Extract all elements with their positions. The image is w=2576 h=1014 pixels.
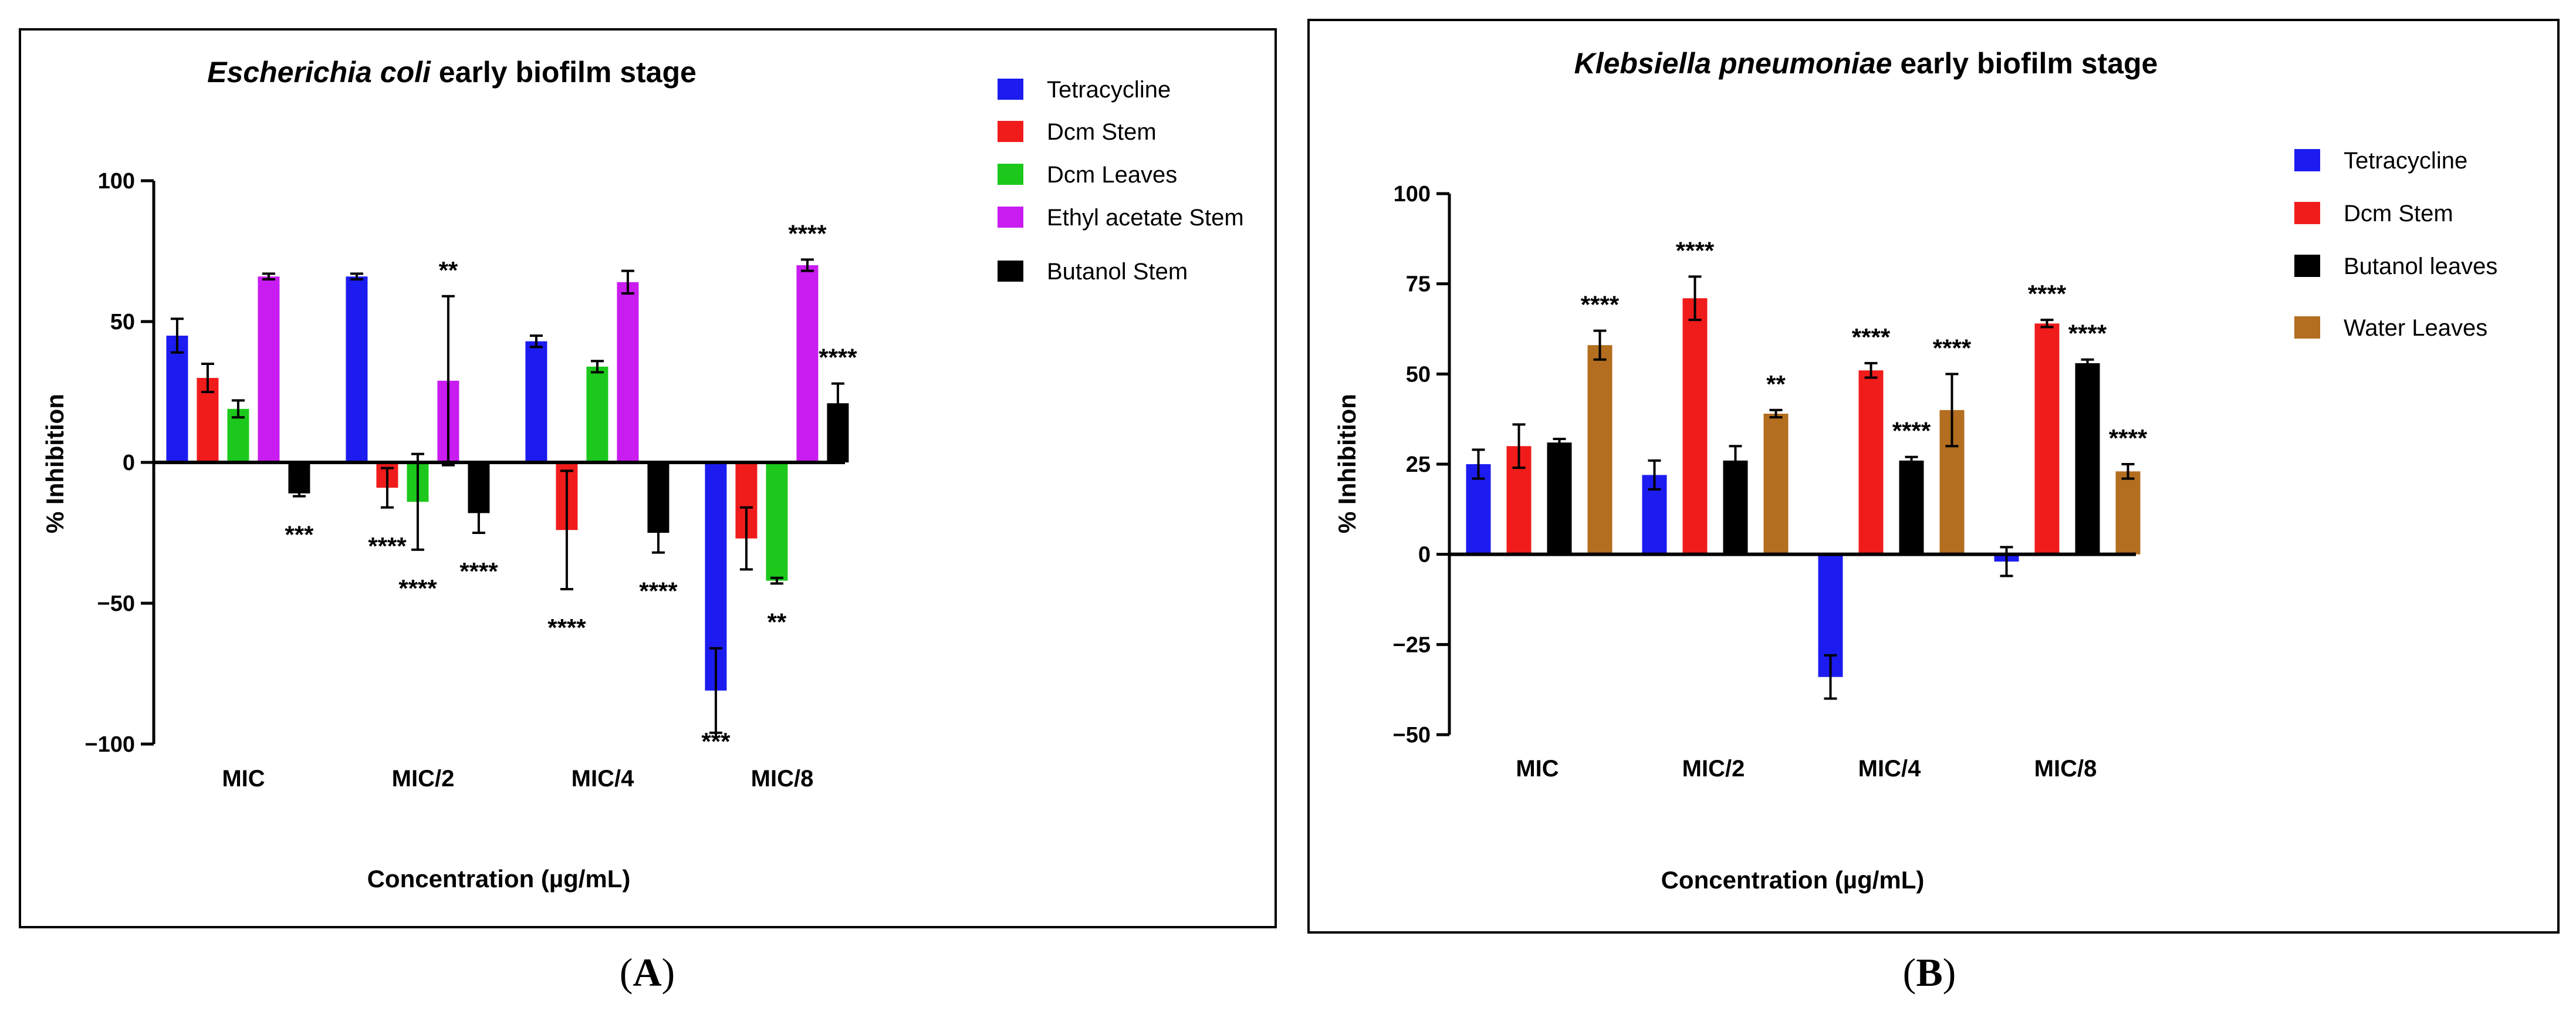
significance-label: ****	[788, 219, 827, 247]
title-rest: early biofilm stage	[1892, 47, 2158, 80]
legend-swatch	[998, 164, 1023, 185]
significance-label: ****	[639, 577, 678, 605]
legend-swatch	[2294, 149, 2320, 171]
bar	[2034, 323, 2060, 555]
significance-label: ****	[1676, 236, 1715, 264]
legend-swatch	[2294, 202, 2320, 224]
bar	[1547, 442, 1572, 555]
significance-label: ****	[547, 614, 586, 641]
chart-panel-b: Klebsiella pneumoniae early biofilm stag…	[1333, 47, 2497, 894]
significance-label: ****	[368, 532, 407, 560]
legend-label: Butanol Stem	[1047, 259, 1188, 285]
bar	[1682, 298, 1708, 555]
bar	[166, 336, 188, 462]
significance-label: ***	[285, 521, 314, 549]
legend-label: Butanol leaves	[2344, 254, 2497, 279]
x-category-label: MIC/8	[2034, 756, 2097, 782]
y-tick-label: 0	[123, 451, 135, 475]
significance-label: ****	[1933, 334, 1972, 361]
significance-label: ****	[2068, 320, 2107, 347]
significance-label: ****	[1581, 291, 1620, 319]
bar	[288, 462, 310, 494]
bar	[2075, 363, 2100, 555]
significance-label: ***	[701, 728, 731, 755]
x-category-label: MIC/2	[392, 766, 455, 792]
title-species: coli	[380, 56, 431, 89]
y-tick-label: 75	[1406, 272, 1431, 297]
legend-label: Water Leaves	[2344, 315, 2487, 341]
legend-swatch	[2294, 255, 2320, 277]
legend-label: Dcm Stem	[2344, 201, 2453, 227]
legend-swatch	[998, 79, 1023, 100]
significance-label: ****	[398, 574, 437, 602]
x-axis-title: Concentration (µg/mL)	[1661, 866, 1925, 894]
bar	[258, 276, 280, 462]
x-category-label: MIC	[1516, 756, 1559, 782]
bar	[796, 265, 819, 462]
y-tick-label: 25	[1406, 452, 1431, 477]
legend-label: Tetracycline	[2344, 148, 2467, 174]
y-axis-title: % Inhibition	[1333, 394, 1361, 533]
significance-label: **	[439, 256, 458, 284]
y-tick-label: 50	[1406, 362, 1431, 387]
x-category-label: MIC/4	[1858, 756, 1921, 782]
y-tick-label: −100	[84, 732, 135, 757]
legend-label: Dcm Stem	[1047, 119, 1157, 145]
significance-label: **	[768, 608, 787, 636]
title-genus: Escherichia	[207, 56, 372, 89]
significance-label: ****	[819, 344, 857, 371]
bar	[766, 462, 788, 581]
bar	[1899, 460, 1924, 555]
significance-label: ****	[1892, 417, 1931, 445]
x-category-label: MIC/8	[751, 766, 814, 792]
y-axis-title: % Inhibition	[41, 394, 69, 533]
chart-title: Klebsiella pneumoniae early biofilm stag…	[1574, 47, 2158, 80]
legend-swatch	[998, 261, 1023, 282]
legend-label: Dcm Leaves	[1047, 162, 1177, 188]
title-rest: early biofilm stage	[431, 56, 697, 89]
panel-label-a: (A)	[620, 950, 675, 995]
bar	[1858, 370, 1884, 555]
panel-label-b: (B)	[1903, 950, 1956, 995]
x-axis-title: Concentration (µg/mL)	[367, 865, 631, 893]
significance-label: ****	[459, 557, 498, 585]
chart-title: Escherichia coli early biofilm stage	[207, 56, 697, 89]
bar	[1763, 413, 1789, 555]
y-tick-label: −25	[1393, 633, 1431, 657]
significance-label: **	[1766, 370, 1786, 398]
legend-label: Tetracycline	[1047, 77, 1171, 103]
bar	[617, 282, 639, 462]
bar	[2115, 471, 2141, 555]
bar	[1723, 460, 1748, 555]
y-tick-label: 50	[110, 310, 135, 334]
title-species: Klebsiella pneumoniae	[1574, 47, 1892, 80]
x-category-label: MIC/4	[572, 766, 634, 792]
legend-swatch	[2294, 316, 2320, 339]
significance-label: ****	[2028, 280, 2067, 307]
y-tick-label: 100	[1394, 182, 1431, 207]
y-tick-label: 0	[1418, 543, 1431, 567]
y-tick-label: −50	[97, 592, 135, 616]
legend-label: Ethyl acetate Stem	[1047, 205, 1244, 231]
x-category-label: MIC	[222, 766, 265, 792]
bar	[346, 276, 368, 462]
legend-swatch	[998, 207, 1023, 228]
bar	[586, 366, 608, 462]
y-tick-label: 100	[98, 169, 135, 194]
legend-swatch	[998, 121, 1023, 142]
significance-label: ****	[2109, 424, 2148, 452]
chart-panel-a: Escherichia coli early biofilm stage −100…	[41, 56, 1244, 893]
x-category-label: MIC/2	[1682, 756, 1745, 782]
bar	[525, 341, 547, 462]
bar	[1587, 345, 1612, 555]
significance-label: ****	[1852, 323, 1891, 351]
y-tick-label: −50	[1393, 723, 1431, 748]
